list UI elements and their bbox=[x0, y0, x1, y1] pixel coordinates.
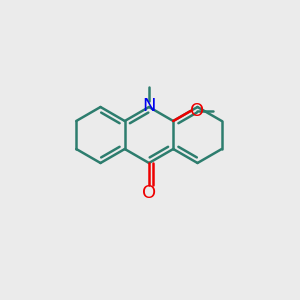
Text: N: N bbox=[142, 97, 156, 115]
Text: O: O bbox=[190, 102, 204, 120]
Text: O: O bbox=[142, 184, 156, 202]
